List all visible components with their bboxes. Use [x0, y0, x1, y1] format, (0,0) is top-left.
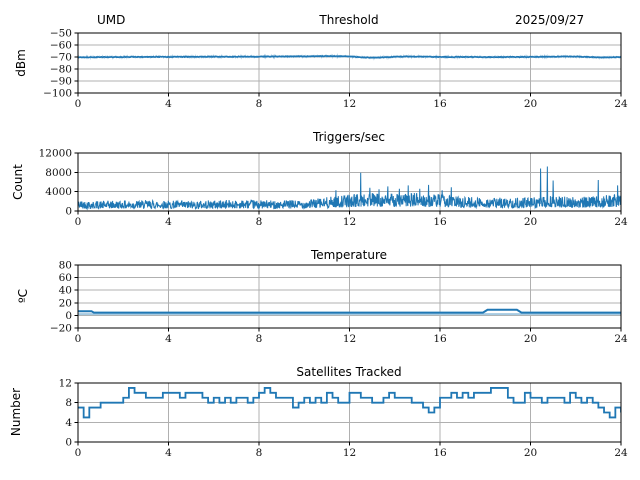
svg-text:12: 12 — [343, 216, 356, 228]
station-label: UMD — [97, 13, 126, 27]
svg-text:8000: 8000 — [45, 167, 72, 179]
svg-text:24: 24 — [614, 447, 628, 459]
svg-text:0: 0 — [75, 447, 82, 459]
svg-text:16: 16 — [433, 447, 447, 459]
svg-text:0: 0 — [75, 216, 82, 228]
svg-text:20: 20 — [524, 447, 537, 459]
date-label: 2025/09/27 — [515, 13, 585, 27]
svg-text:16: 16 — [433, 216, 447, 228]
svg-text:−20: −20 — [50, 323, 72, 335]
svg-text:0: 0 — [65, 310, 72, 322]
svg-text:−50: −50 — [50, 28, 72, 40]
svg-text:−60: −60 — [50, 40, 72, 52]
svg-text:8: 8 — [65, 397, 72, 409]
chart-title-temperature: Temperature — [310, 248, 388, 262]
svg-text:4: 4 — [165, 216, 172, 228]
svg-text:12: 12 — [343, 98, 356, 110]
svg-text:−80: −80 — [50, 64, 72, 76]
svg-text:24: 24 — [614, 216, 628, 228]
svg-text:0: 0 — [75, 98, 82, 110]
svg-text:4: 4 — [65, 417, 72, 429]
svg-text:4: 4 — [165, 447, 172, 459]
svg-text:20: 20 — [524, 333, 537, 345]
svg-text:−70: −70 — [50, 52, 72, 64]
svg-text:24: 24 — [614, 98, 628, 110]
svg-text:12: 12 — [343, 333, 356, 345]
svg-text:80: 80 — [59, 260, 72, 272]
chart-title-triggers: Triggers/sec — [313, 130, 385, 144]
svg-text:−90: −90 — [50, 76, 72, 88]
svg-text:4000: 4000 — [45, 186, 72, 198]
svg-text:−100: −100 — [43, 88, 72, 100]
svg-text:24: 24 — [614, 333, 628, 345]
svg-text:0: 0 — [65, 437, 72, 449]
svg-text:20: 20 — [524, 216, 537, 228]
svg-text:4: 4 — [165, 98, 172, 110]
svg-text:0: 0 — [75, 333, 82, 345]
svg-text:12: 12 — [59, 378, 72, 390]
chart-title-satellites: Satellites Tracked — [296, 365, 402, 379]
svg-text:8: 8 — [256, 333, 263, 345]
svg-text:4: 4 — [165, 333, 172, 345]
svg-text:20: 20 — [524, 98, 537, 110]
svg-text:16: 16 — [433, 333, 447, 345]
svg-text:12: 12 — [343, 447, 356, 459]
svg-text:8: 8 — [256, 447, 263, 459]
svg-text:16: 16 — [433, 98, 447, 110]
svg-text:0: 0 — [65, 206, 72, 218]
svg-text:60: 60 — [59, 272, 72, 284]
svg-text:40: 40 — [59, 285, 72, 297]
svg-text:8: 8 — [256, 216, 263, 228]
chart-title-threshold: Threshold — [319, 13, 379, 27]
svg-text:12000: 12000 — [39, 148, 72, 160]
svg-text:20: 20 — [59, 297, 72, 309]
svg-text:8: 8 — [256, 98, 263, 110]
